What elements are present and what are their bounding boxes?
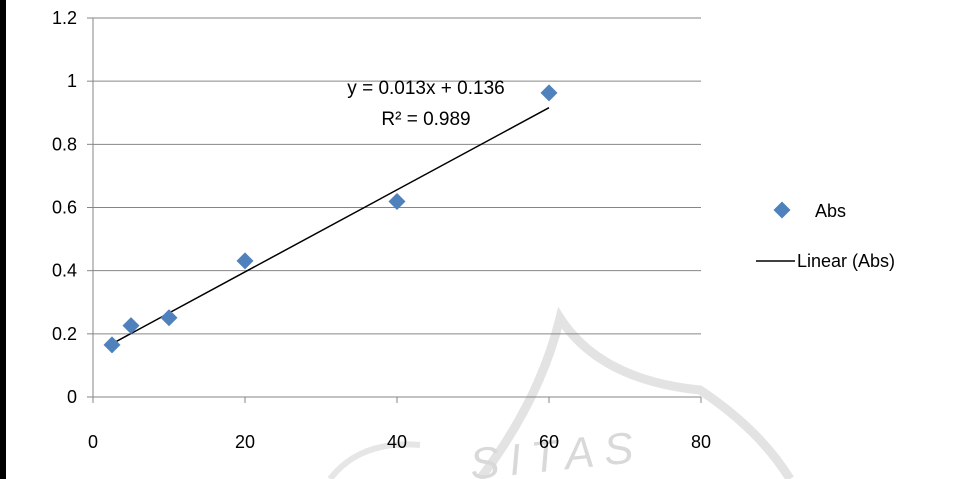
trendline-r-squared: R² = 0.989	[381, 109, 470, 130]
data-points	[103, 84, 558, 354]
data-point	[122, 317, 140, 335]
y-tick-label-5: 1	[67, 71, 77, 91]
y-tick-label-3: 0.6	[52, 198, 77, 218]
y-tick-label-2: 0.4	[52, 261, 77, 281]
trendline-line	[111, 107, 550, 345]
x-tick-label-0: 0	[88, 432, 98, 452]
legend-label-abs: Abs	[815, 201, 846, 221]
watermark: SITAS	[327, 306, 794, 479]
x-tick-label-1: 20	[235, 432, 255, 452]
data-point	[103, 336, 121, 354]
legend: Abs Linear (Abs)	[756, 201, 895, 271]
y-tick-label-1: 0.2	[52, 324, 77, 344]
trendline-equation: y = 0.013x + 0.136	[347, 78, 504, 99]
data-point	[160, 309, 178, 327]
x-tick-label-2: 40	[387, 432, 407, 452]
trendline	[111, 107, 550, 345]
left-border	[0, 0, 6, 479]
data-point	[236, 252, 254, 270]
y-tick-label-0: 0	[67, 387, 77, 407]
x-tick-label-3: 60	[539, 432, 559, 452]
data-point	[388, 192, 406, 210]
legend-marker-abs	[773, 201, 791, 219]
axes	[87, 17, 702, 403]
data-point	[540, 84, 558, 102]
y-tick-label-4: 0.8	[52, 134, 77, 154]
x-tick-label-4: 80	[691, 432, 711, 452]
gridlines	[93, 17, 701, 335]
legend-label-linear: Linear (Abs)	[797, 251, 895, 271]
y-tick-label-6: 1.2	[52, 8, 77, 28]
y-axis-ticks: 0 0.2 0.4 0.6 0.8 1 1.2	[52, 8, 77, 407]
x-axis-ticks: 0 20 40 60 80	[88, 432, 711, 452]
